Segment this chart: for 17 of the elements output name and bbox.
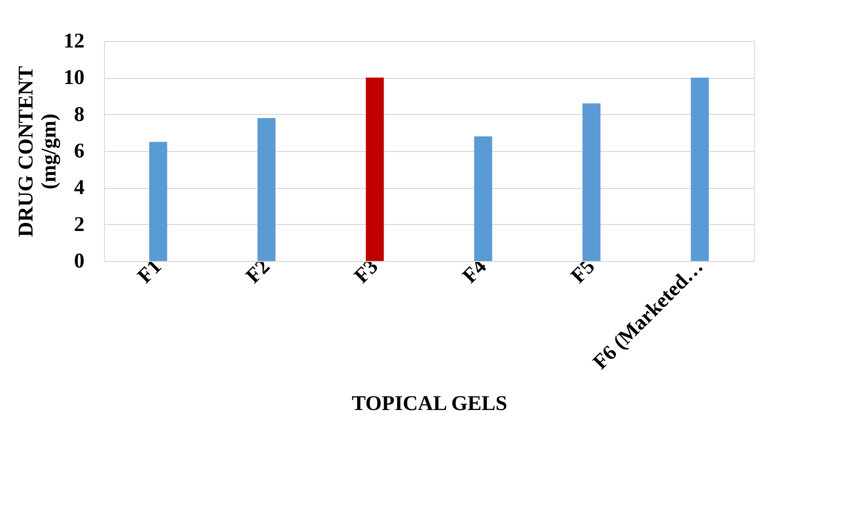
y-tick-label: 6 bbox=[74, 138, 84, 162]
bar bbox=[474, 136, 492, 261]
y-tick-label: 2 bbox=[74, 212, 84, 236]
x-tick-label: F1 bbox=[132, 254, 166, 288]
bar bbox=[366, 78, 384, 261]
bar bbox=[582, 103, 600, 261]
bar bbox=[690, 78, 709, 261]
y-tick-label: 8 bbox=[74, 102, 84, 126]
x-tick-label: F5 bbox=[566, 254, 600, 288]
bar bbox=[149, 142, 168, 261]
y-tick-label: 12 bbox=[64, 28, 84, 52]
y-tick-label: 0 bbox=[74, 248, 84, 272]
y-tick-label: 4 bbox=[74, 175, 85, 200]
y-axis-title: DRUG CONTENT (mg/gm) bbox=[14, 66, 60, 237]
bar bbox=[258, 118, 276, 261]
y-tick-label: 10 bbox=[64, 65, 84, 90]
x-axis-title: TOPICAL GELS bbox=[352, 391, 508, 416]
